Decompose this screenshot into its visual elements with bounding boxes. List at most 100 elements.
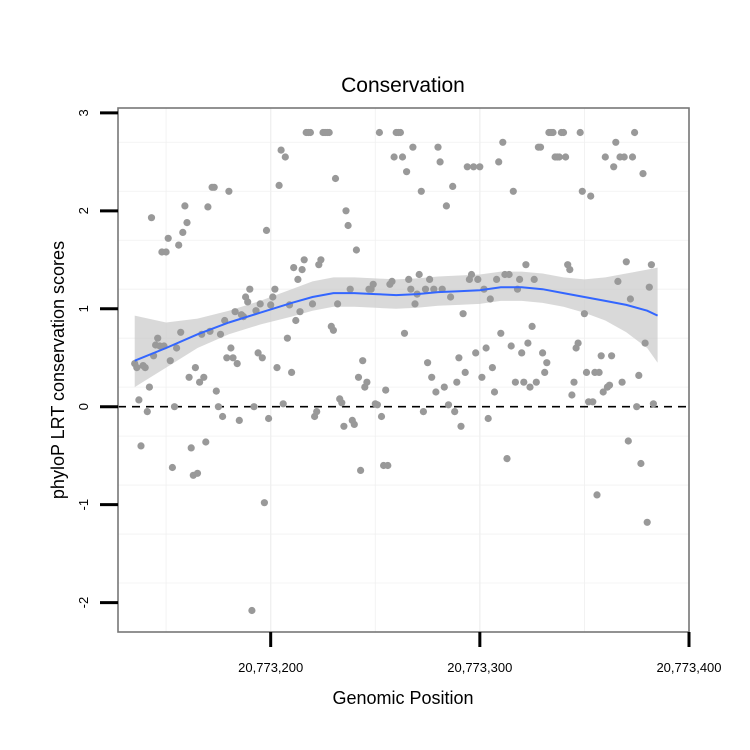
data-point xyxy=(430,285,438,293)
data-point xyxy=(298,266,306,274)
data-point xyxy=(265,414,273,423)
data-point xyxy=(294,275,302,283)
data-point xyxy=(495,158,503,166)
data-point xyxy=(191,364,199,372)
data-point xyxy=(461,368,469,376)
data-point xyxy=(277,146,285,154)
data-point xyxy=(526,383,534,391)
data-point xyxy=(568,391,576,399)
data-point xyxy=(518,349,526,357)
data-point xyxy=(639,170,647,178)
data-point xyxy=(225,187,233,195)
data-point xyxy=(275,181,283,189)
data-point xyxy=(145,383,153,391)
data-point xyxy=(375,128,383,137)
data-point xyxy=(317,256,325,264)
data-point xyxy=(221,316,229,325)
data-point xyxy=(377,412,386,421)
data-point xyxy=(141,364,149,372)
data-point xyxy=(516,275,524,283)
data-point xyxy=(258,354,266,362)
data-point xyxy=(210,183,218,191)
data-point xyxy=(329,326,337,334)
data-point xyxy=(346,285,354,293)
data-point xyxy=(522,261,530,269)
data-point xyxy=(216,330,225,338)
data-point xyxy=(442,202,450,210)
y-tick-label: -1 xyxy=(76,499,91,511)
data-point xyxy=(185,373,193,381)
data-point xyxy=(451,408,459,416)
data-point xyxy=(227,344,235,352)
data-point xyxy=(622,258,630,266)
data-point xyxy=(250,403,258,411)
data-point xyxy=(273,364,281,372)
data-point xyxy=(279,400,287,408)
data-point xyxy=(624,437,632,445)
y-axis-ticks: -2 -1 0 1 2 3 xyxy=(76,109,118,608)
data-point xyxy=(173,344,181,352)
plot-frame xyxy=(117,107,690,633)
data-point xyxy=(520,378,528,386)
data-point xyxy=(231,308,239,316)
data-point xyxy=(444,401,453,409)
data-point xyxy=(331,174,340,183)
data-point xyxy=(407,285,415,293)
data-point xyxy=(164,234,172,242)
data-point xyxy=(605,381,614,389)
data-point xyxy=(313,408,321,416)
data-point xyxy=(599,388,607,396)
data-point xyxy=(589,398,597,406)
data-point xyxy=(511,378,519,386)
data-point xyxy=(476,163,484,171)
data-point xyxy=(449,182,457,190)
data-point xyxy=(325,128,333,137)
data-point xyxy=(359,357,367,365)
data-point xyxy=(281,153,289,161)
x-axis-ticks: 20,773,200 20,773,300 20,773,400 xyxy=(238,632,722,675)
x-tick-label: 20,773,400 xyxy=(656,660,721,675)
data-point xyxy=(608,352,616,360)
data-point xyxy=(308,300,317,308)
data-point xyxy=(196,378,204,386)
data-point xyxy=(580,310,589,318)
data-point xyxy=(484,414,492,423)
data-point xyxy=(428,373,436,381)
data-point xyxy=(610,163,618,171)
data-point xyxy=(354,373,363,381)
y-tick-label: 2 xyxy=(76,207,91,214)
data-point xyxy=(628,153,637,161)
data-point xyxy=(530,275,538,283)
data-point xyxy=(562,153,570,161)
data-point xyxy=(633,403,641,411)
data-point xyxy=(183,219,191,227)
data-point xyxy=(133,364,141,372)
data-point xyxy=(618,378,626,386)
data-point xyxy=(432,388,440,396)
data-point xyxy=(453,378,461,386)
data-point xyxy=(474,275,482,283)
data-point xyxy=(505,270,513,279)
data-point xyxy=(135,396,143,404)
data-point xyxy=(549,128,557,137)
confidence-band xyxy=(134,267,658,388)
data-point xyxy=(415,270,423,279)
data-point xyxy=(582,368,591,376)
data-point xyxy=(576,128,584,137)
data-point xyxy=(470,163,478,171)
data-point xyxy=(168,463,176,472)
data-point xyxy=(574,339,582,347)
data-point xyxy=(256,300,264,308)
data-point xyxy=(509,187,517,195)
data-point xyxy=(587,192,595,200)
data-point xyxy=(421,285,430,293)
data-point xyxy=(390,153,398,161)
data-point xyxy=(455,354,463,362)
data-point xyxy=(202,438,210,446)
data-point xyxy=(262,226,271,234)
data-point xyxy=(536,143,545,151)
data-point xyxy=(539,349,547,357)
data-point xyxy=(400,329,409,337)
data-point xyxy=(382,386,390,394)
